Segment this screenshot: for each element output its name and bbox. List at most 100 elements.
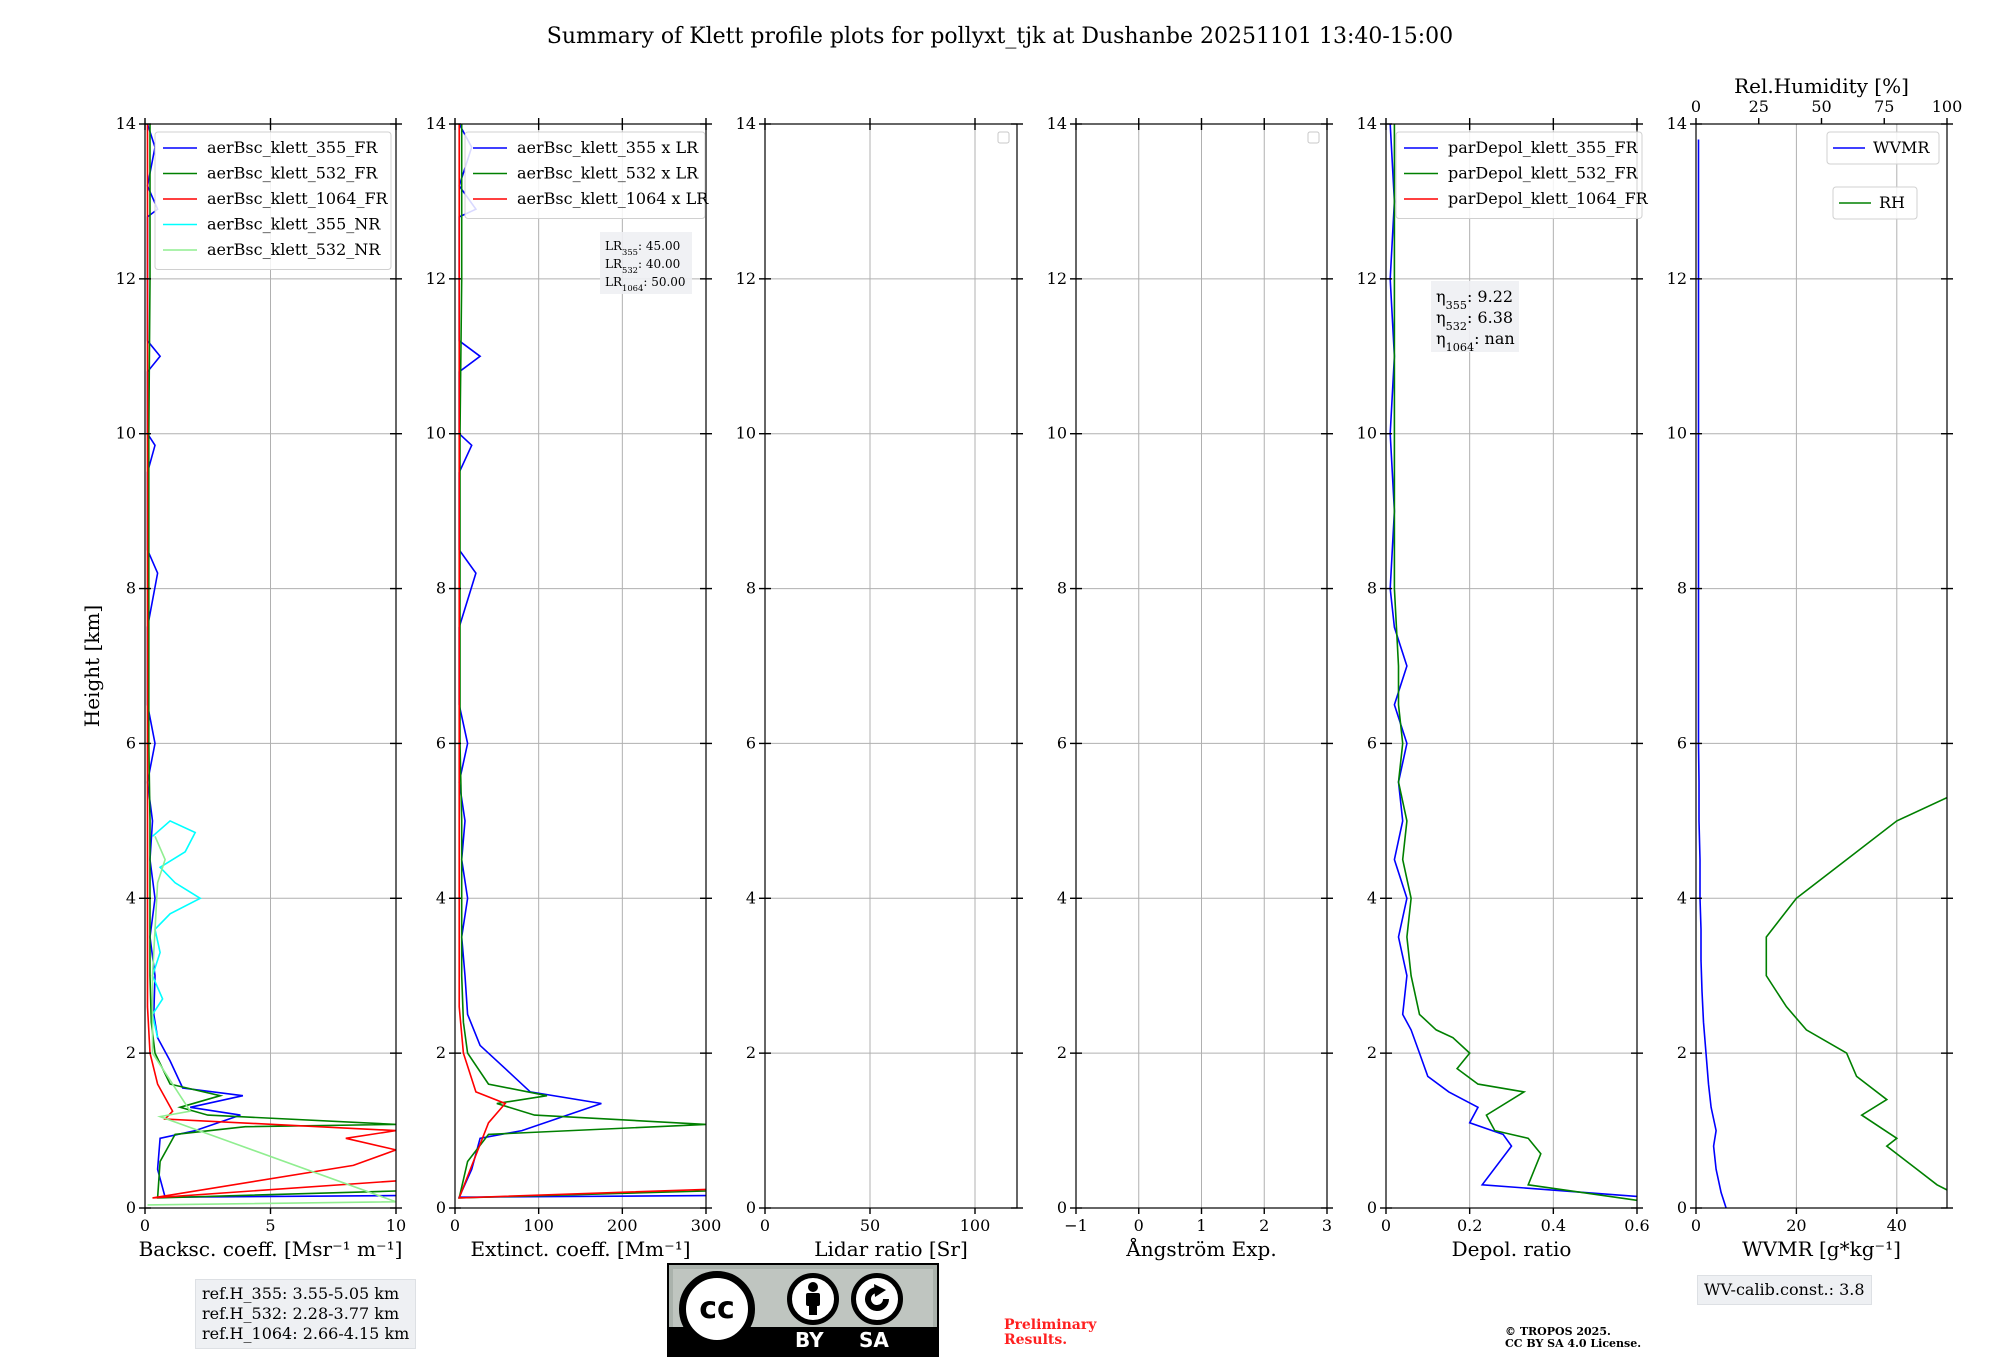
top-x-tick-label: 75: [1874, 97, 1894, 116]
info-box-subscript: 1064: [1446, 341, 1474, 354]
y-tick-label: 8: [1057, 579, 1067, 598]
figure-title: Summary of Klett profile plots for polly…: [547, 24, 1453, 49]
y-tick-label: 4: [1677, 888, 1687, 907]
legend-entry: aerBsc_klett_532_NR: [207, 240, 381, 259]
info-box-line: LR355: 45.00: [605, 239, 680, 257]
panel-backscatter: 0 2 4 6 8 10 12 14 0 5 10 Backsc. coeff. [Msr⁻¹ m⁻¹…: [80, 114, 406, 1261]
y-tick-label: 14: [116, 114, 136, 133]
y-tick-label: 14: [426, 114, 446, 133]
axes-frame: [454, 123, 707, 1209]
y-tick-label: 12: [1047, 269, 1067, 288]
x-tick-label: 0: [1691, 1216, 1701, 1235]
top-x-axis-label: Rel.Humidity [%]: [1734, 74, 1909, 98]
x-axis-label: Extinct. coeff. [Mm⁻¹]: [470, 1237, 690, 1261]
legend-entry: parDepol_klett_1064_FR: [1448, 189, 1649, 208]
legend-box: [464, 131, 706, 219]
axes-frame: [764, 123, 1018, 1209]
series-group: [1389, 124, 1637, 1202]
x-tick-label: 50: [860, 1216, 880, 1235]
y-tick-label: 10: [1357, 424, 1377, 443]
x-tick-label: 2: [1259, 1216, 1269, 1235]
info-box-value: : 9.22: [1467, 287, 1513, 306]
y-tick-label: 0: [1057, 1198, 1067, 1217]
info-box-background: [1431, 281, 1519, 352]
x-tick-label: 0: [1381, 1216, 1391, 1235]
x-tick-label: 20: [1786, 1216, 1806, 1235]
info-box-value: : nan: [1474, 329, 1515, 348]
series-line-parDepol_klett_532_FR: [1393, 124, 1637, 1202]
panel-lidar_ratio: 0 2 4 6 8 10 12 14 0 50 100 Lidar ratio [Sr]: [736, 114, 1023, 1261]
legend-entry: aerBsc_klett_532_FR: [207, 164, 378, 183]
y-tick-label: 4: [436, 888, 446, 907]
y-tick-label: 10: [1667, 424, 1687, 443]
info-box-subscript: 355: [622, 247, 638, 257]
top-x-tick-label: 50: [1811, 97, 1831, 116]
x-axis-label: Depol. ratio: [1452, 1237, 1572, 1261]
cc-sa-label: SA: [859, 1328, 889, 1352]
axes-frame: [1385, 123, 1638, 1209]
x-tick-label: 3: [1322, 1216, 1332, 1235]
y-tick-label: 6: [1057, 733, 1067, 752]
y-tick-label: 6: [1677, 733, 1687, 752]
y-tick-label: 0: [126, 1198, 136, 1217]
series-line-aerBsc_klett_1064_FR: [146, 124, 396, 1199]
x-tick-label: 200: [607, 1216, 638, 1235]
ref-height-box: ref.H_355: 3.55-5.05 km ref.H_532: 2.28-…: [195, 1279, 417, 1349]
series-line-aerBsc_klett_355 x LR: [457, 124, 706, 1199]
y-tick-label: 0: [436, 1198, 446, 1217]
legend-entry: RH: [1879, 193, 1905, 212]
y-tick-label: 6: [746, 733, 756, 752]
x-tick-label: 100: [960, 1216, 991, 1235]
info-box-value: : 6.38: [1467, 308, 1513, 327]
empty-legend-box: [997, 131, 1010, 144]
x-axis-label: Backsc. coeff. [Msr⁻¹ m⁻¹]: [139, 1237, 403, 1261]
top-x-tick-label: 0: [1691, 97, 1701, 116]
x-tick-label: 0: [140, 1216, 150, 1235]
y-tick-label: 8: [746, 579, 756, 598]
y-tick-label: 2: [1367, 1043, 1377, 1062]
copyright-line-2: CC BY SA 4.0 License.: [1505, 1337, 1642, 1350]
info-box-subscript: 532: [1446, 320, 1467, 333]
info-box-subscript: 1064: [622, 283, 643, 293]
cc-license-badge: cc BY SA: [667, 1263, 939, 1357]
info-box-value: : 50.00: [643, 275, 685, 289]
preliminary-line-2: Results.: [1004, 1332, 1068, 1348]
x-tick-label: 0.6: [1624, 1216, 1649, 1235]
y-tick-label: 12: [426, 269, 446, 288]
legend-box: [154, 131, 392, 270]
y-tick-label: 8: [1677, 579, 1687, 598]
info-box-line: LR532: 40.00: [605, 257, 680, 275]
info-box-value: : 45.00: [638, 239, 680, 253]
y-tick-label: 0: [1677, 1198, 1687, 1217]
wv-calib-const: WV-calib.const.: 3.8: [1704, 1280, 1865, 1299]
x-tick-label: 0: [760, 1216, 770, 1235]
y-tick-label: 0: [1367, 1198, 1377, 1217]
x-tick-label: 0.2: [1457, 1216, 1482, 1235]
preliminary-note: Preliminary Results.: [1004, 1318, 1096, 1348]
ref-height-1064: ref.H_1064: 2.66-4.15 km: [202, 1324, 410, 1343]
legend-entry: aerBsc_klett_355_NR: [207, 215, 381, 234]
top-x-tick-label: 25: [1749, 97, 1769, 116]
legend-entry: aerBsc_klett_355_FR: [207, 138, 378, 157]
empty-legend-box: [1307, 131, 1320, 144]
ref-height-355: ref.H_355: 3.55-5.05 km: [202, 1284, 400, 1303]
x-tick-label: 0.4: [1541, 1216, 1566, 1235]
y-tick-label: 14: [1047, 114, 1067, 133]
legend-box: [1826, 131, 1940, 165]
copyright-line-1: © TROPOS 2025.: [1505, 1325, 1611, 1338]
y-tick-label: 0: [746, 1198, 756, 1217]
x-axis-label: Ångström Exp.: [1125, 1236, 1276, 1261]
cc-by-label: BY: [795, 1328, 824, 1352]
y-tick-label: 14: [736, 114, 756, 133]
info-box-line: LR1064: 50.00: [605, 275, 686, 293]
legend-box: [1395, 131, 1643, 219]
series-line-aerBsc_klett_355_NR: [151, 819, 202, 1038]
info-box-label: LR: [605, 239, 623, 253]
panel-depol: 0 2 4 6 8 10 12 14 0 0.2 0.4 0.6 Depol. ratio parDepo…: [1357, 114, 1650, 1261]
y-tick-label: 10: [426, 424, 446, 443]
x-tick-label: 300: [691, 1216, 722, 1235]
y-tick-label: 2: [436, 1043, 446, 1062]
y-tick-label: 10: [736, 424, 756, 443]
